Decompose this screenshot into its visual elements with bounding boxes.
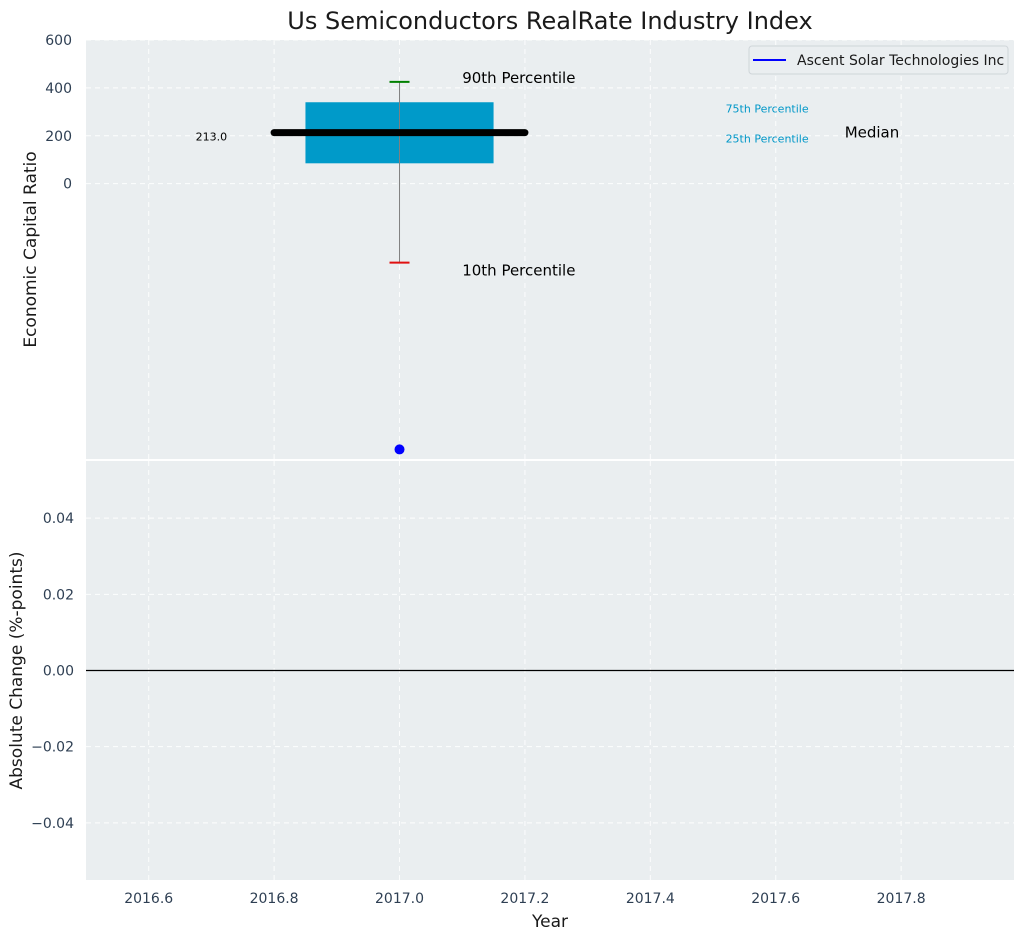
p90-annotation: 90th Percentile bbox=[462, 69, 575, 87]
x-tick-label: 2017.6 bbox=[751, 891, 800, 907]
top-y-ticks: 0 200 400 600 bbox=[45, 33, 72, 193]
x-tick-label: 2016.6 bbox=[124, 891, 173, 907]
median-annotation: Median bbox=[845, 124, 900, 142]
bottom-y-ticks: 0.04 0.02 0.00 −0.02 −0.04 bbox=[31, 511, 74, 832]
bottom-y-tick-label: 0.00 bbox=[43, 664, 74, 680]
p25-annotation: 25th Percentile bbox=[726, 132, 809, 145]
x-tick-label: 2017.2 bbox=[500, 891, 549, 907]
bottom-y-tick-label: 0.04 bbox=[43, 511, 74, 527]
x-tick-label: 2017.4 bbox=[626, 891, 675, 907]
top-y-axis-label: Economic Capital Ratio bbox=[21, 151, 41, 347]
top-y-tick-label: 0 bbox=[63, 177, 72, 193]
x-ticks: 2016.6 2016.8 2017.0 2017.2 2017.4 2017.6 2017… bbox=[124, 891, 925, 907]
bottom-y-tick-label: −0.02 bbox=[31, 740, 74, 756]
median-value-label: 213.0 bbox=[196, 131, 228, 144]
bottom-y-tick-label: −0.04 bbox=[31, 816, 74, 832]
x-tick-label: 2017.0 bbox=[375, 891, 424, 907]
x-axis-label: Year bbox=[531, 912, 568, 932]
legend-box bbox=[748, 45, 1009, 75]
p75-annotation: 75th Percentile bbox=[726, 102, 809, 115]
legend: Ascent Solar Technologies Inc bbox=[748, 45, 1009, 75]
top-y-tick-label: 600 bbox=[45, 33, 72, 49]
x-tick-label: 2017.8 bbox=[877, 891, 926, 907]
x-tick-label: 2016.8 bbox=[250, 891, 299, 907]
top-plot-area bbox=[86, 40, 1014, 459]
legend-label: Ascent Solar Technologies Inc bbox=[797, 53, 1004, 69]
chart-title: Us Semiconductors RealRate Industry Inde… bbox=[287, 7, 812, 35]
company-data-point bbox=[394, 444, 405, 455]
bottom-y-axis-label: Absolute Change (%-points) bbox=[7, 552, 27, 790]
bottom-y-tick-label: 0.02 bbox=[43, 587, 74, 603]
p10-annotation: 10th Percentile bbox=[462, 262, 575, 280]
top-y-tick-label: 400 bbox=[45, 81, 72, 97]
top-y-tick-label: 200 bbox=[45, 129, 72, 145]
